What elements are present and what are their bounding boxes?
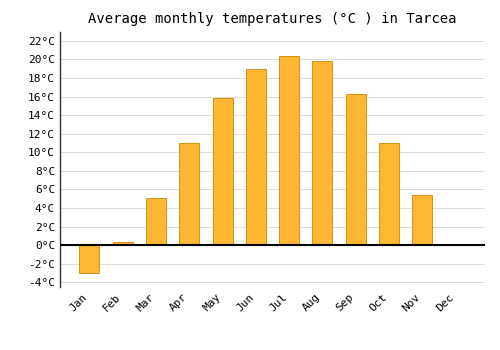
Bar xyxy=(246,69,266,245)
Bar xyxy=(212,98,233,245)
Bar xyxy=(146,198,166,245)
Bar xyxy=(412,195,432,245)
Bar xyxy=(279,56,299,245)
Bar xyxy=(312,61,332,245)
Bar xyxy=(80,245,100,273)
Bar xyxy=(112,243,132,245)
Bar xyxy=(179,143,199,245)
Bar xyxy=(379,143,399,245)
Title: Average monthly temperatures (°C ) in Tarcea: Average monthly temperatures (°C ) in Ta… xyxy=(88,12,457,26)
Bar xyxy=(346,94,366,245)
